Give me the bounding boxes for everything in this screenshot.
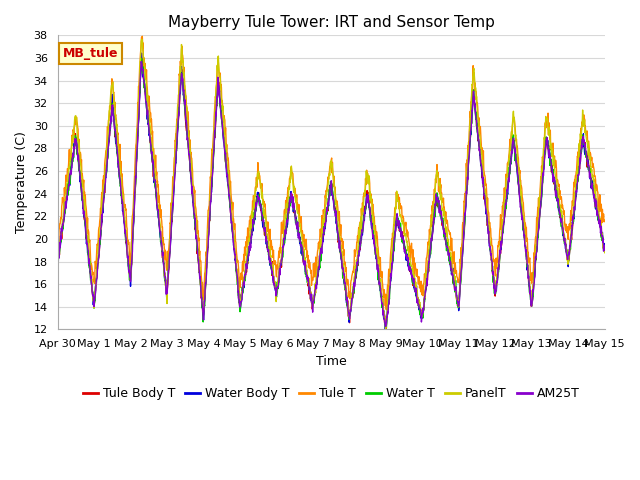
- Water T: [382, 325, 390, 331]
- AM25T: [601, 247, 609, 253]
- Tule T: [417, 289, 424, 295]
- Line: AM25T: AM25T: [58, 61, 605, 326]
- Tule T: [163, 264, 170, 270]
- Tule Body T: [237, 300, 244, 306]
- Tule T: [176, 73, 184, 79]
- Tule Body T: [601, 245, 609, 251]
- PanelT: [163, 288, 170, 294]
- Tule Body T: [176, 99, 184, 105]
- Water T: [488, 268, 496, 274]
- Line: Water T: Water T: [58, 59, 605, 328]
- PanelT: [138, 36, 145, 42]
- Line: Tule Body T: Tule Body T: [58, 58, 605, 329]
- Tule Body T: [163, 286, 170, 292]
- Tule T: [237, 273, 244, 279]
- Water Body T: [163, 286, 170, 292]
- Line: Tule T: Tule T: [58, 36, 605, 310]
- Water T: [138, 56, 145, 61]
- PanelT: [54, 257, 61, 263]
- Water Body T: [138, 50, 145, 56]
- Water Body T: [176, 88, 184, 94]
- PanelT: [417, 307, 424, 312]
- Water Body T: [237, 301, 244, 307]
- Title: Mayberry Tule Tower: IRT and Sensor Temp: Mayberry Tule Tower: IRT and Sensor Temp: [168, 15, 495, 30]
- Water T: [536, 204, 544, 210]
- Water T: [237, 296, 244, 302]
- Water T: [54, 258, 61, 264]
- Water Body T: [417, 315, 424, 321]
- Water T: [176, 89, 184, 95]
- Water T: [417, 311, 424, 316]
- Tule T: [488, 242, 496, 248]
- PanelT: [382, 326, 390, 332]
- Water T: [163, 278, 170, 284]
- Y-axis label: Temperature (C): Temperature (C): [15, 132, 28, 233]
- Tule Body T: [488, 264, 496, 270]
- Tule T: [536, 181, 544, 187]
- Tule T: [383, 307, 390, 312]
- AM25T: [382, 324, 390, 329]
- Tule T: [138, 34, 146, 39]
- Tule T: [54, 228, 61, 234]
- PanelT: [536, 189, 544, 194]
- Water Body T: [488, 262, 496, 268]
- Water Body T: [536, 204, 544, 209]
- Legend: Tule Body T, Water Body T, Tule T, Water T, PanelT, AM25T: Tule Body T, Water Body T, Tule T, Water…: [77, 383, 584, 406]
- PanelT: [601, 250, 609, 255]
- Tule Body T: [138, 55, 145, 60]
- Text: MB_tule: MB_tule: [63, 47, 118, 60]
- AM25T: [488, 259, 496, 265]
- Tule Body T: [54, 254, 61, 260]
- AM25T: [417, 308, 424, 314]
- AM25T: [176, 92, 184, 97]
- AM25T: [536, 205, 544, 211]
- Water Body T: [381, 326, 389, 332]
- Tule Body T: [536, 206, 544, 212]
- Line: PanelT: PanelT: [58, 39, 605, 329]
- AM25T: [138, 59, 145, 64]
- PanelT: [488, 267, 496, 273]
- Line: Water Body T: Water Body T: [58, 53, 605, 329]
- Water Body T: [601, 249, 609, 255]
- PanelT: [176, 79, 184, 84]
- Tule Body T: [382, 326, 390, 332]
- Water T: [601, 249, 609, 254]
- AM25T: [237, 299, 244, 304]
- PanelT: [237, 297, 244, 302]
- AM25T: [54, 260, 61, 265]
- X-axis label: Time: Time: [316, 355, 346, 368]
- Water Body T: [54, 260, 61, 265]
- Tule Body T: [417, 310, 424, 315]
- Tule T: [601, 217, 609, 223]
- AM25T: [163, 291, 170, 297]
